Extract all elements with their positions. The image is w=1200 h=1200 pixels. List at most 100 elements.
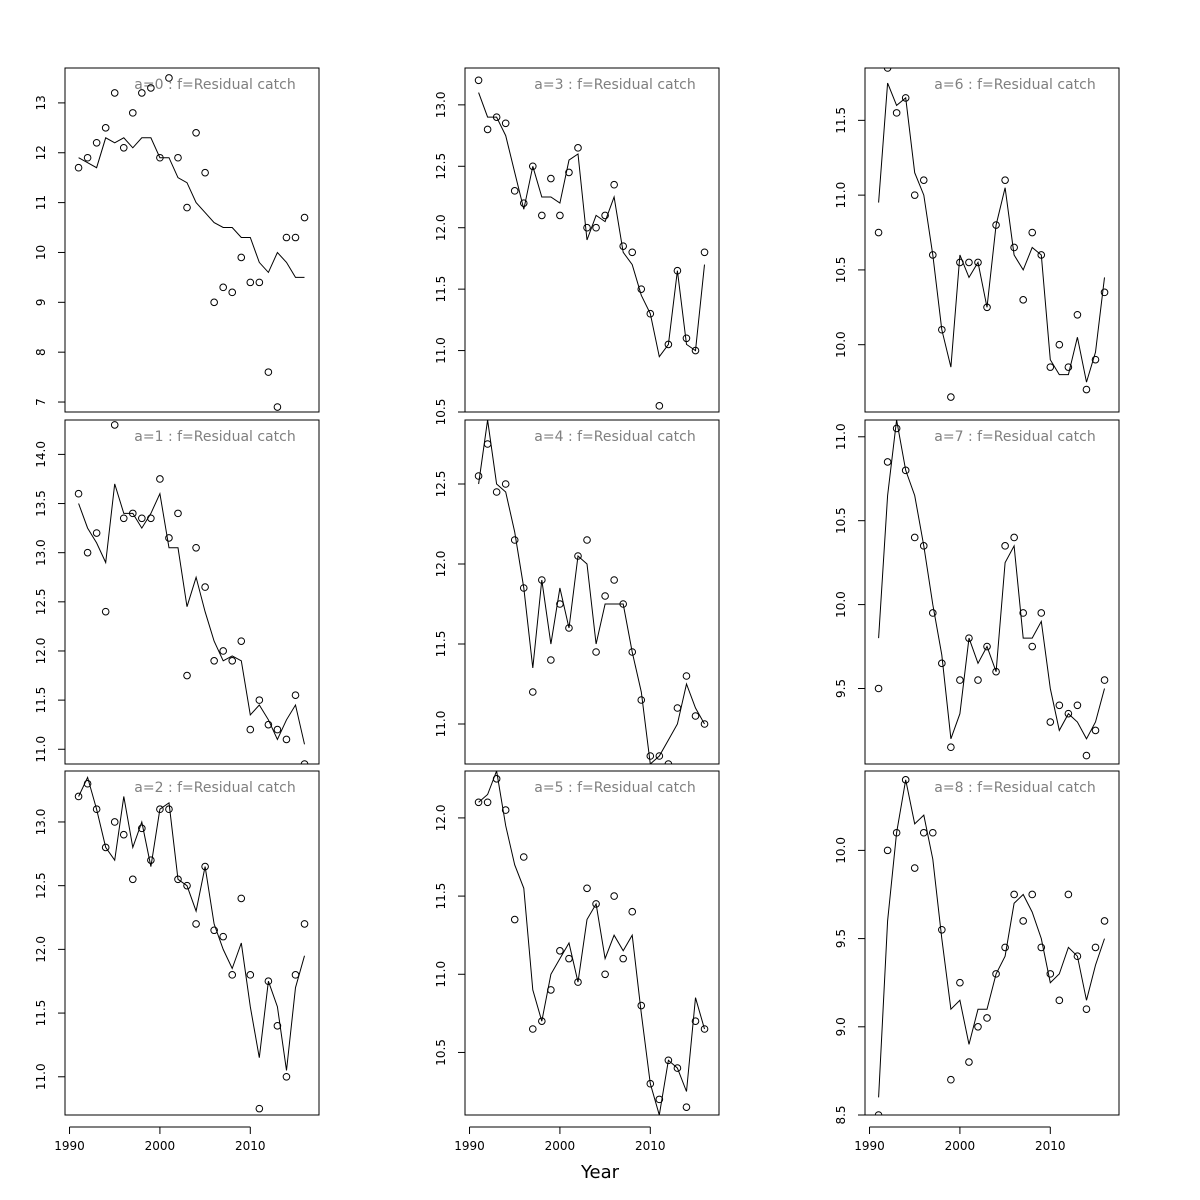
data-point xyxy=(892,109,901,117)
data-point xyxy=(919,176,928,184)
y-tick-label: 11.0 xyxy=(834,423,848,450)
data-point xyxy=(1073,701,1082,710)
data-point xyxy=(1046,718,1055,726)
data-point xyxy=(910,191,919,199)
panel-7: 10.5 11.0 11.5 12.0 a=5 : f=Residual catch 19… xyxy=(434,770,720,1153)
data-point xyxy=(1055,996,1064,1005)
data-point xyxy=(92,529,101,537)
data-point xyxy=(538,1017,546,1025)
panel-1: 10.5 11.0 11.5 12.0 12.5 13.0 a=3 : f=Residual… xyxy=(434,67,720,426)
data-point xyxy=(147,856,155,864)
y-tick-label: 12.5 xyxy=(434,471,448,498)
data-point xyxy=(547,986,555,994)
y-tick-label: 11.0 xyxy=(34,1063,48,1090)
data-point xyxy=(282,1072,291,1081)
y-tick-label: 10.5 xyxy=(434,1039,448,1066)
data-point xyxy=(1019,296,1027,304)
panel-data xyxy=(474,76,709,410)
data-point xyxy=(264,720,273,729)
data-point xyxy=(156,153,164,162)
data-point xyxy=(237,253,246,262)
data-point xyxy=(628,248,637,257)
y-tick-label: 13.5 xyxy=(34,490,48,517)
data-point xyxy=(664,1056,673,1065)
data-point xyxy=(538,576,546,584)
data-point xyxy=(147,514,155,523)
data-point xyxy=(83,153,92,162)
data-point xyxy=(483,440,492,448)
panel-data xyxy=(474,420,709,764)
data-point xyxy=(1037,251,1046,259)
data-point xyxy=(219,283,227,292)
data-point xyxy=(474,472,483,480)
data-point xyxy=(165,74,173,82)
panel-frame xyxy=(864,67,1120,413)
data-point xyxy=(655,752,664,760)
data-point xyxy=(592,648,600,656)
x-axis-label: Year xyxy=(580,1162,620,1183)
data-point xyxy=(192,543,200,552)
data-point xyxy=(901,466,910,475)
y-tick-label: 10 xyxy=(34,245,48,260)
data-point xyxy=(1100,288,1109,297)
data-point xyxy=(691,346,700,355)
data-point xyxy=(1037,943,1046,952)
data-point xyxy=(219,932,227,941)
data-point xyxy=(291,971,300,979)
data-point xyxy=(664,760,673,764)
data-point xyxy=(165,534,173,542)
panel-title: a=2 : f=Residual catch xyxy=(134,780,295,796)
data-point xyxy=(1091,355,1100,364)
y-tick-label: 14.0 xyxy=(34,441,48,468)
x-tick-label: 2010 xyxy=(1035,1139,1066,1153)
fitted-line xyxy=(478,420,705,764)
data-point xyxy=(928,609,937,617)
data-point xyxy=(474,798,483,807)
data-point xyxy=(483,798,492,807)
panel-5: 9.5 10.0 10.5 11.0 a=7 : f=Residual catch xyxy=(834,419,1120,765)
data-point xyxy=(201,583,209,591)
y-tick-label: 9.5 xyxy=(834,929,848,948)
data-point xyxy=(228,288,237,297)
data-point xyxy=(938,325,946,334)
data-point xyxy=(547,656,555,664)
data-point xyxy=(501,806,510,814)
data-point xyxy=(74,792,83,801)
data-point xyxy=(992,221,1000,229)
y-tick-label: 11.5 xyxy=(834,107,848,134)
y-tick-label: 10.5 xyxy=(434,399,448,426)
data-point xyxy=(237,894,246,903)
data-point xyxy=(1100,676,1109,684)
data-point xyxy=(110,818,119,826)
data-point xyxy=(901,94,910,102)
data-point xyxy=(273,403,282,411)
data-point xyxy=(1001,943,1009,952)
data-point xyxy=(874,228,883,237)
data-point xyxy=(147,84,155,92)
panel-data xyxy=(474,771,709,1115)
data-point xyxy=(492,113,501,121)
panel-data xyxy=(874,776,1109,1115)
y-tick-label: 12 xyxy=(34,145,48,160)
data-point xyxy=(992,667,1000,676)
data-point xyxy=(956,676,964,684)
data-point xyxy=(119,143,128,152)
data-point xyxy=(619,600,627,608)
panel-2: 10.0 10.5 11.0 11.5 a=6 : f=Residual catch xyxy=(834,67,1120,413)
data-point xyxy=(83,779,92,788)
data-point xyxy=(682,672,691,680)
panel-frame xyxy=(464,419,720,765)
fitted-line xyxy=(878,779,1105,1098)
data-point xyxy=(1028,890,1037,899)
x-tick-label: 1990 xyxy=(54,1139,85,1153)
data-point xyxy=(174,875,182,884)
y-tick-label: 11.0 xyxy=(434,711,448,738)
data-point xyxy=(1091,943,1100,952)
data-point xyxy=(1064,890,1073,899)
y-tick-label: 13.0 xyxy=(34,809,48,836)
x-tick-label: 1990 xyxy=(454,1139,485,1153)
data-point xyxy=(947,1075,955,1084)
data-point xyxy=(610,180,618,189)
y-tick-label: 12.0 xyxy=(34,936,48,963)
data-point xyxy=(510,915,519,924)
